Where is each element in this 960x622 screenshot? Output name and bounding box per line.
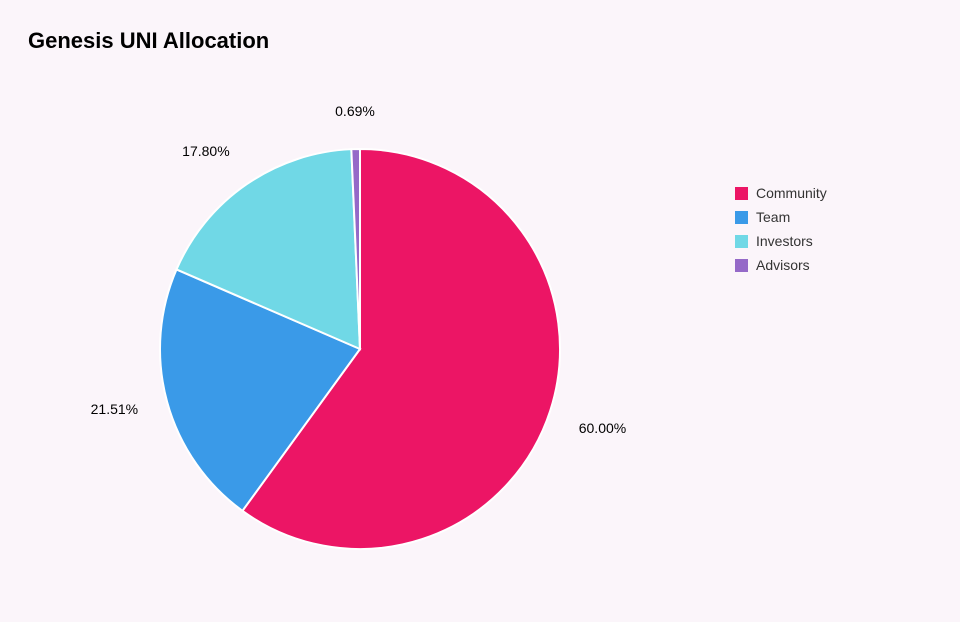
slice-label-community: 60.00% (579, 420, 626, 436)
legend-item-investors: Investors (735, 233, 827, 249)
legend-swatch-advisors (735, 259, 748, 272)
legend-item-team: Team (735, 209, 827, 225)
slice-label-investors: 17.80% (182, 143, 229, 159)
legend-swatch-team (735, 211, 748, 224)
legend-label: Team (756, 209, 790, 225)
legend-label: Community (756, 185, 827, 201)
chart-title: Genesis UNI Allocation (28, 28, 269, 54)
pie-svg (156, 145, 564, 553)
pie-chart: 60.00% 21.51% 17.80% 0.69% (0, 75, 720, 622)
legend-label: Advisors (756, 257, 810, 273)
legend-swatch-community (735, 187, 748, 200)
legend-item-advisors: Advisors (735, 257, 827, 273)
legend: Community Team Investors Advisors (735, 185, 827, 273)
slice-label-team: 21.51% (91, 401, 138, 417)
legend-item-community: Community (735, 185, 827, 201)
legend-label: Investors (756, 233, 813, 249)
slice-label-advisors: 0.69% (335, 103, 375, 119)
legend-swatch-investors (735, 235, 748, 248)
